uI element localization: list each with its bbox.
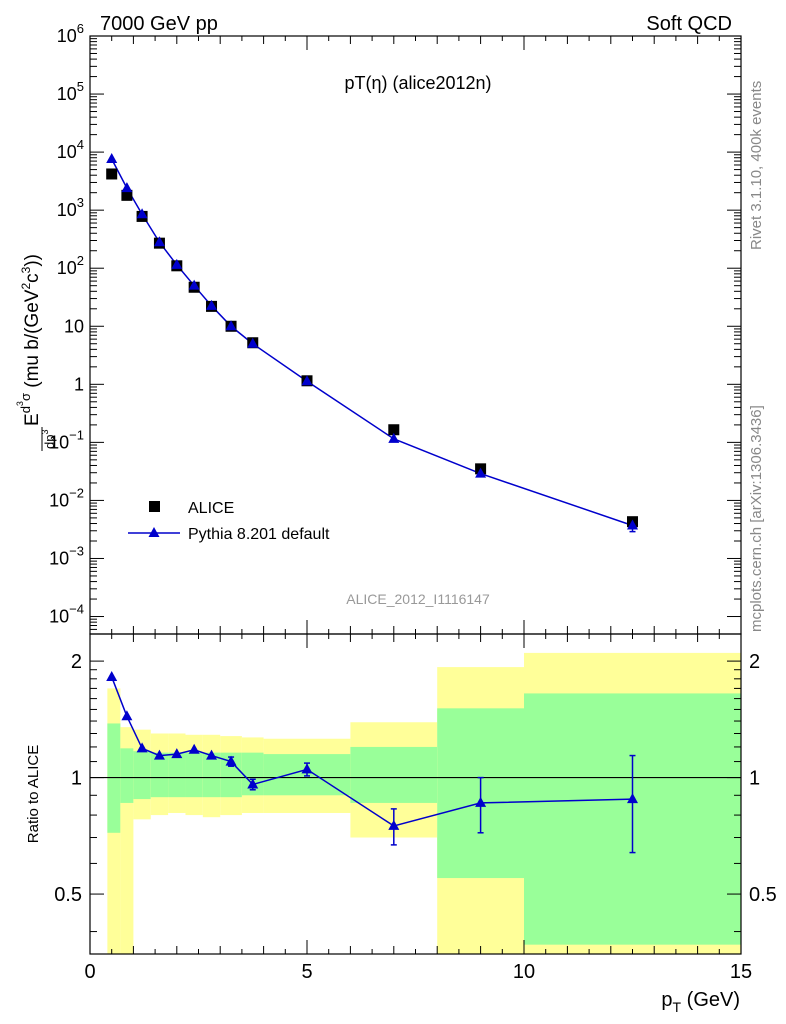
- svg-text:dp3: dp3: [40, 430, 57, 449]
- y-tick-label: 103: [57, 195, 84, 220]
- uncertainty-band-inner: [185, 752, 203, 798]
- plot-title: pT(η) (alice2012n): [344, 73, 491, 93]
- ratio-y-label: Ratio to ALICE: [25, 745, 42, 843]
- y-tick-label: 102: [57, 253, 84, 278]
- ratio-point: [475, 796, 487, 807]
- svg-text:Ed3σ (mu b/(GeV2c3)): Ed3σ (mu b/(GeV2c3)): [15, 254, 43, 426]
- ratio-y-tick-label: 1: [71, 768, 82, 790]
- legend-data-label: ALICE: [188, 500, 234, 517]
- y-tick-label: 106: [57, 21, 84, 46]
- mcplots-label: mcplots.cern.ch [arXiv:1306.3436]: [748, 405, 765, 632]
- y-axis-label: Ed3σ (mu b/(GeV2c3)): [15, 254, 43, 426]
- mc-point: [171, 258, 183, 269]
- ratio-point: [121, 710, 133, 721]
- ratio-point: [206, 749, 218, 760]
- uncertainty-band-inner: [220, 752, 242, 798]
- legend: ALICE Pythia 8.201 default: [128, 500, 330, 543]
- header-left: 7000 GeV pp: [100, 13, 218, 35]
- ratio-y-tick-label: 2: [71, 651, 82, 673]
- legend-mc-marker: [148, 527, 160, 537]
- y-tick-label: 104: [57, 137, 84, 162]
- ratio-point: [627, 793, 638, 804]
- mc-point: [301, 375, 313, 386]
- data-point: [388, 424, 400, 436]
- mc-point: [247, 337, 259, 348]
- uncertainty-band-inner: [150, 752, 169, 798]
- x-tick-label: 0: [84, 961, 95, 983]
- y-tick-label: 1: [74, 374, 84, 394]
- ratio-panel: 0.5 0.5 1 1 2 2 0 5 10 15: [54, 633, 777, 983]
- y-axis-label-denominator: dp3: [40, 427, 57, 451]
- uncertainty-band-inner: [241, 752, 264, 796]
- ratio-y-tick-label-right: 2: [749, 651, 760, 673]
- data-point: [106, 168, 118, 180]
- y-tick-label: 105: [57, 79, 84, 104]
- uncertainty-band-inner: [120, 748, 134, 803]
- main-frame: [89, 35, 742, 635]
- rivet-label: Rivet 3.1.10, 400k events: [748, 81, 765, 250]
- y-tick-label: 10: [64, 316, 84, 336]
- x-axis-label: pT (GeV): [661, 989, 740, 1015]
- mc-point: [106, 153, 118, 164]
- ratio-point: [247, 778, 259, 789]
- ratio-point: [106, 670, 118, 681]
- uncertainty-band-inner: [168, 752, 186, 798]
- ratio-frame: [89, 633, 742, 955]
- ratio-point: [136, 742, 148, 753]
- mc-point: [188, 279, 200, 290]
- y-tick-label: 10−2: [49, 485, 84, 510]
- header-right: Soft QCD: [646, 13, 732, 35]
- mc-point: [627, 519, 638, 530]
- uncertainty-band-inner: [350, 746, 438, 803]
- ratio-point: [153, 749, 165, 760]
- x-tick-label: 5: [301, 961, 312, 983]
- mc-point: [206, 299, 218, 310]
- data-point: [121, 189, 133, 201]
- ratio-point: [225, 755, 237, 766]
- uncertainty-band-inner: [202, 752, 221, 798]
- main-panel: pT(η) (alice2012n) ALICE_2012_I1116147 1…: [49, 21, 742, 635]
- mc-line: [111, 158, 633, 527]
- mc-point: [121, 182, 133, 193]
- y-tick-label: 10−3: [49, 543, 84, 568]
- mc-point: [388, 432, 400, 443]
- mc-point: [153, 236, 165, 247]
- x-tick-label: 10: [513, 961, 535, 983]
- y-tick-label: 10−4: [49, 602, 84, 627]
- mc-point: [225, 320, 237, 331]
- x-tick-label: 15: [730, 961, 752, 983]
- mc-point: [136, 208, 148, 219]
- y-tick-label: 10−1: [49, 427, 84, 452]
- legend-data-marker: [149, 501, 160, 512]
- ratio-point: [301, 763, 313, 774]
- ratio-point: [171, 748, 183, 759]
- ratio-y-tick-label: 0.5: [54, 884, 82, 906]
- watermark: ALICE_2012_I1116147: [346, 591, 490, 607]
- uncertainty-band-inner: [133, 751, 151, 800]
- ratio-y-tick-label-right: 0.5: [749, 884, 777, 906]
- ratio-point: [188, 743, 200, 754]
- mc-point: [475, 467, 487, 478]
- legend-mc-label: Pythia 8.201 default: [188, 526, 330, 543]
- ratio-y-tick-label-right: 1: [749, 768, 760, 790]
- ratio-point: [388, 819, 400, 830]
